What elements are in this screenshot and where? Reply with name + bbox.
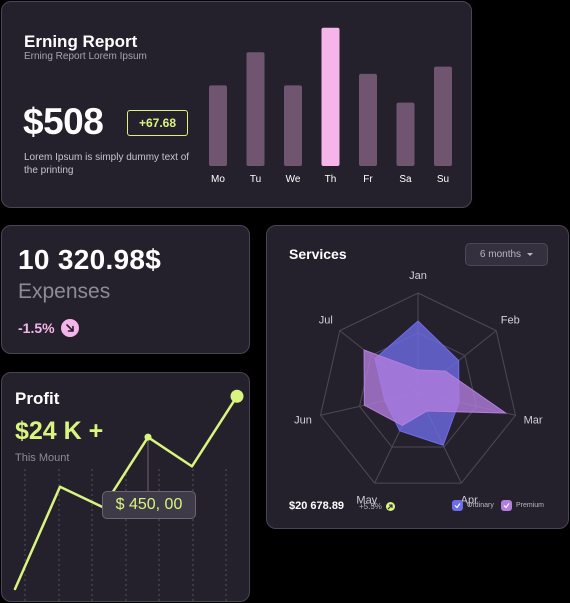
- earning-report-card: Erning Report Erning Report Lorem Ipsum …: [1, 1, 472, 208]
- profit-tooltip: $ 450, 00: [102, 491, 196, 519]
- profit-subtitle: This Mount: [15, 452, 70, 464]
- radar-label-mar: Mar: [524, 414, 543, 426]
- radar-label-jan: Jan: [409, 270, 427, 282]
- expenses-card: 10 320.98$ Expenses -1.5%: [1, 225, 250, 354]
- earning-change-badge: +67.68: [127, 110, 188, 136]
- period-dropdown-label: 6 months: [479, 249, 522, 260]
- profit-line: [13, 395, 239, 591]
- profit-title: Profit: [15, 389, 60, 408]
- expenses-change-value: -1.5%: [18, 320, 55, 336]
- caret-down-icon: [527, 253, 534, 256]
- legend-premium[interactable]: Premium: [501, 500, 544, 511]
- services-card: Jan Feb Mar Apr May Jun Jul Services 6 months …: [266, 225, 569, 529]
- check-icon: [452, 500, 463, 511]
- bar-label-mo: Mo: [211, 174, 225, 185]
- bar-we: [284, 85, 302, 166]
- earning-description: Lorem Ipsum is simply dummy text of the …: [24, 152, 190, 176]
- period-dropdown[interactable]: 6 months: [465, 243, 548, 266]
- services-change: +5.5%: [359, 502, 395, 511]
- services-total: $20 678.89: [289, 500, 345, 512]
- services-title: Services: [289, 246, 347, 262]
- services-radar-chart: Jan Feb Mar Apr May Jun Jul: [294, 270, 543, 506]
- bar-label-fr: Fr: [363, 174, 373, 185]
- bar-label-su: Su: [437, 174, 449, 185]
- check-icon: [501, 500, 512, 511]
- profit-point-highlight: [144, 433, 152, 441]
- bar-label-tu: Tu: [250, 174, 261, 185]
- bar-tu: [246, 52, 265, 166]
- earning-subtitle: Erning Report Lorem Ipsum: [24, 51, 147, 62]
- expenses-label: Expenses: [18, 280, 111, 303]
- radar-series-premium: [363, 349, 508, 427]
- expenses-total: 10 320.98$: [18, 244, 162, 275]
- profit-point-end: [230, 389, 244, 403]
- profit-card: Profit $24 K + This Mount $ 450, 00: [1, 372, 250, 602]
- earning-title: Erning Report: [24, 32, 138, 51]
- profit-line-chart: [13, 389, 244, 601]
- arrow-up-right-icon: [385, 502, 395, 511]
- bar-su: [434, 66, 452, 166]
- legend-premium-label: Premium: [516, 502, 545, 509]
- radar-label-jul: Jul: [319, 314, 333, 326]
- radar-grid-ring: [319, 292, 517, 484]
- bar-label-th: Th: [325, 174, 337, 185]
- services-change-value: +5.5%: [359, 502, 382, 511]
- bar-label-sa: Sa: [399, 174, 412, 185]
- earning-bar-chart: Mo Tu We Th Fr Sa Su: [209, 27, 452, 185]
- radar-label-apr: Apr: [461, 494, 478, 506]
- arrow-down-right-icon: [60, 319, 79, 337]
- radar-label-may: May: [356, 494, 377, 506]
- legend-ordinary-label: Ordinary: [467, 502, 494, 509]
- bar-th: [321, 27, 340, 167]
- legend-ordinary[interactable]: Ordinary: [452, 500, 494, 511]
- bar-mo: [209, 85, 227, 166]
- profit-value: $24 K +: [15, 417, 104, 445]
- bar-fr: [359, 73, 377, 166]
- radar-label-feb: Feb: [501, 314, 520, 326]
- bar-sa: [396, 102, 415, 166]
- radar-label-jun: Jun: [294, 414, 312, 426]
- expenses-change: -1.5%: [18, 319, 79, 337]
- bar-label-we: We: [286, 174, 301, 185]
- earning-amount: $508: [23, 101, 104, 142]
